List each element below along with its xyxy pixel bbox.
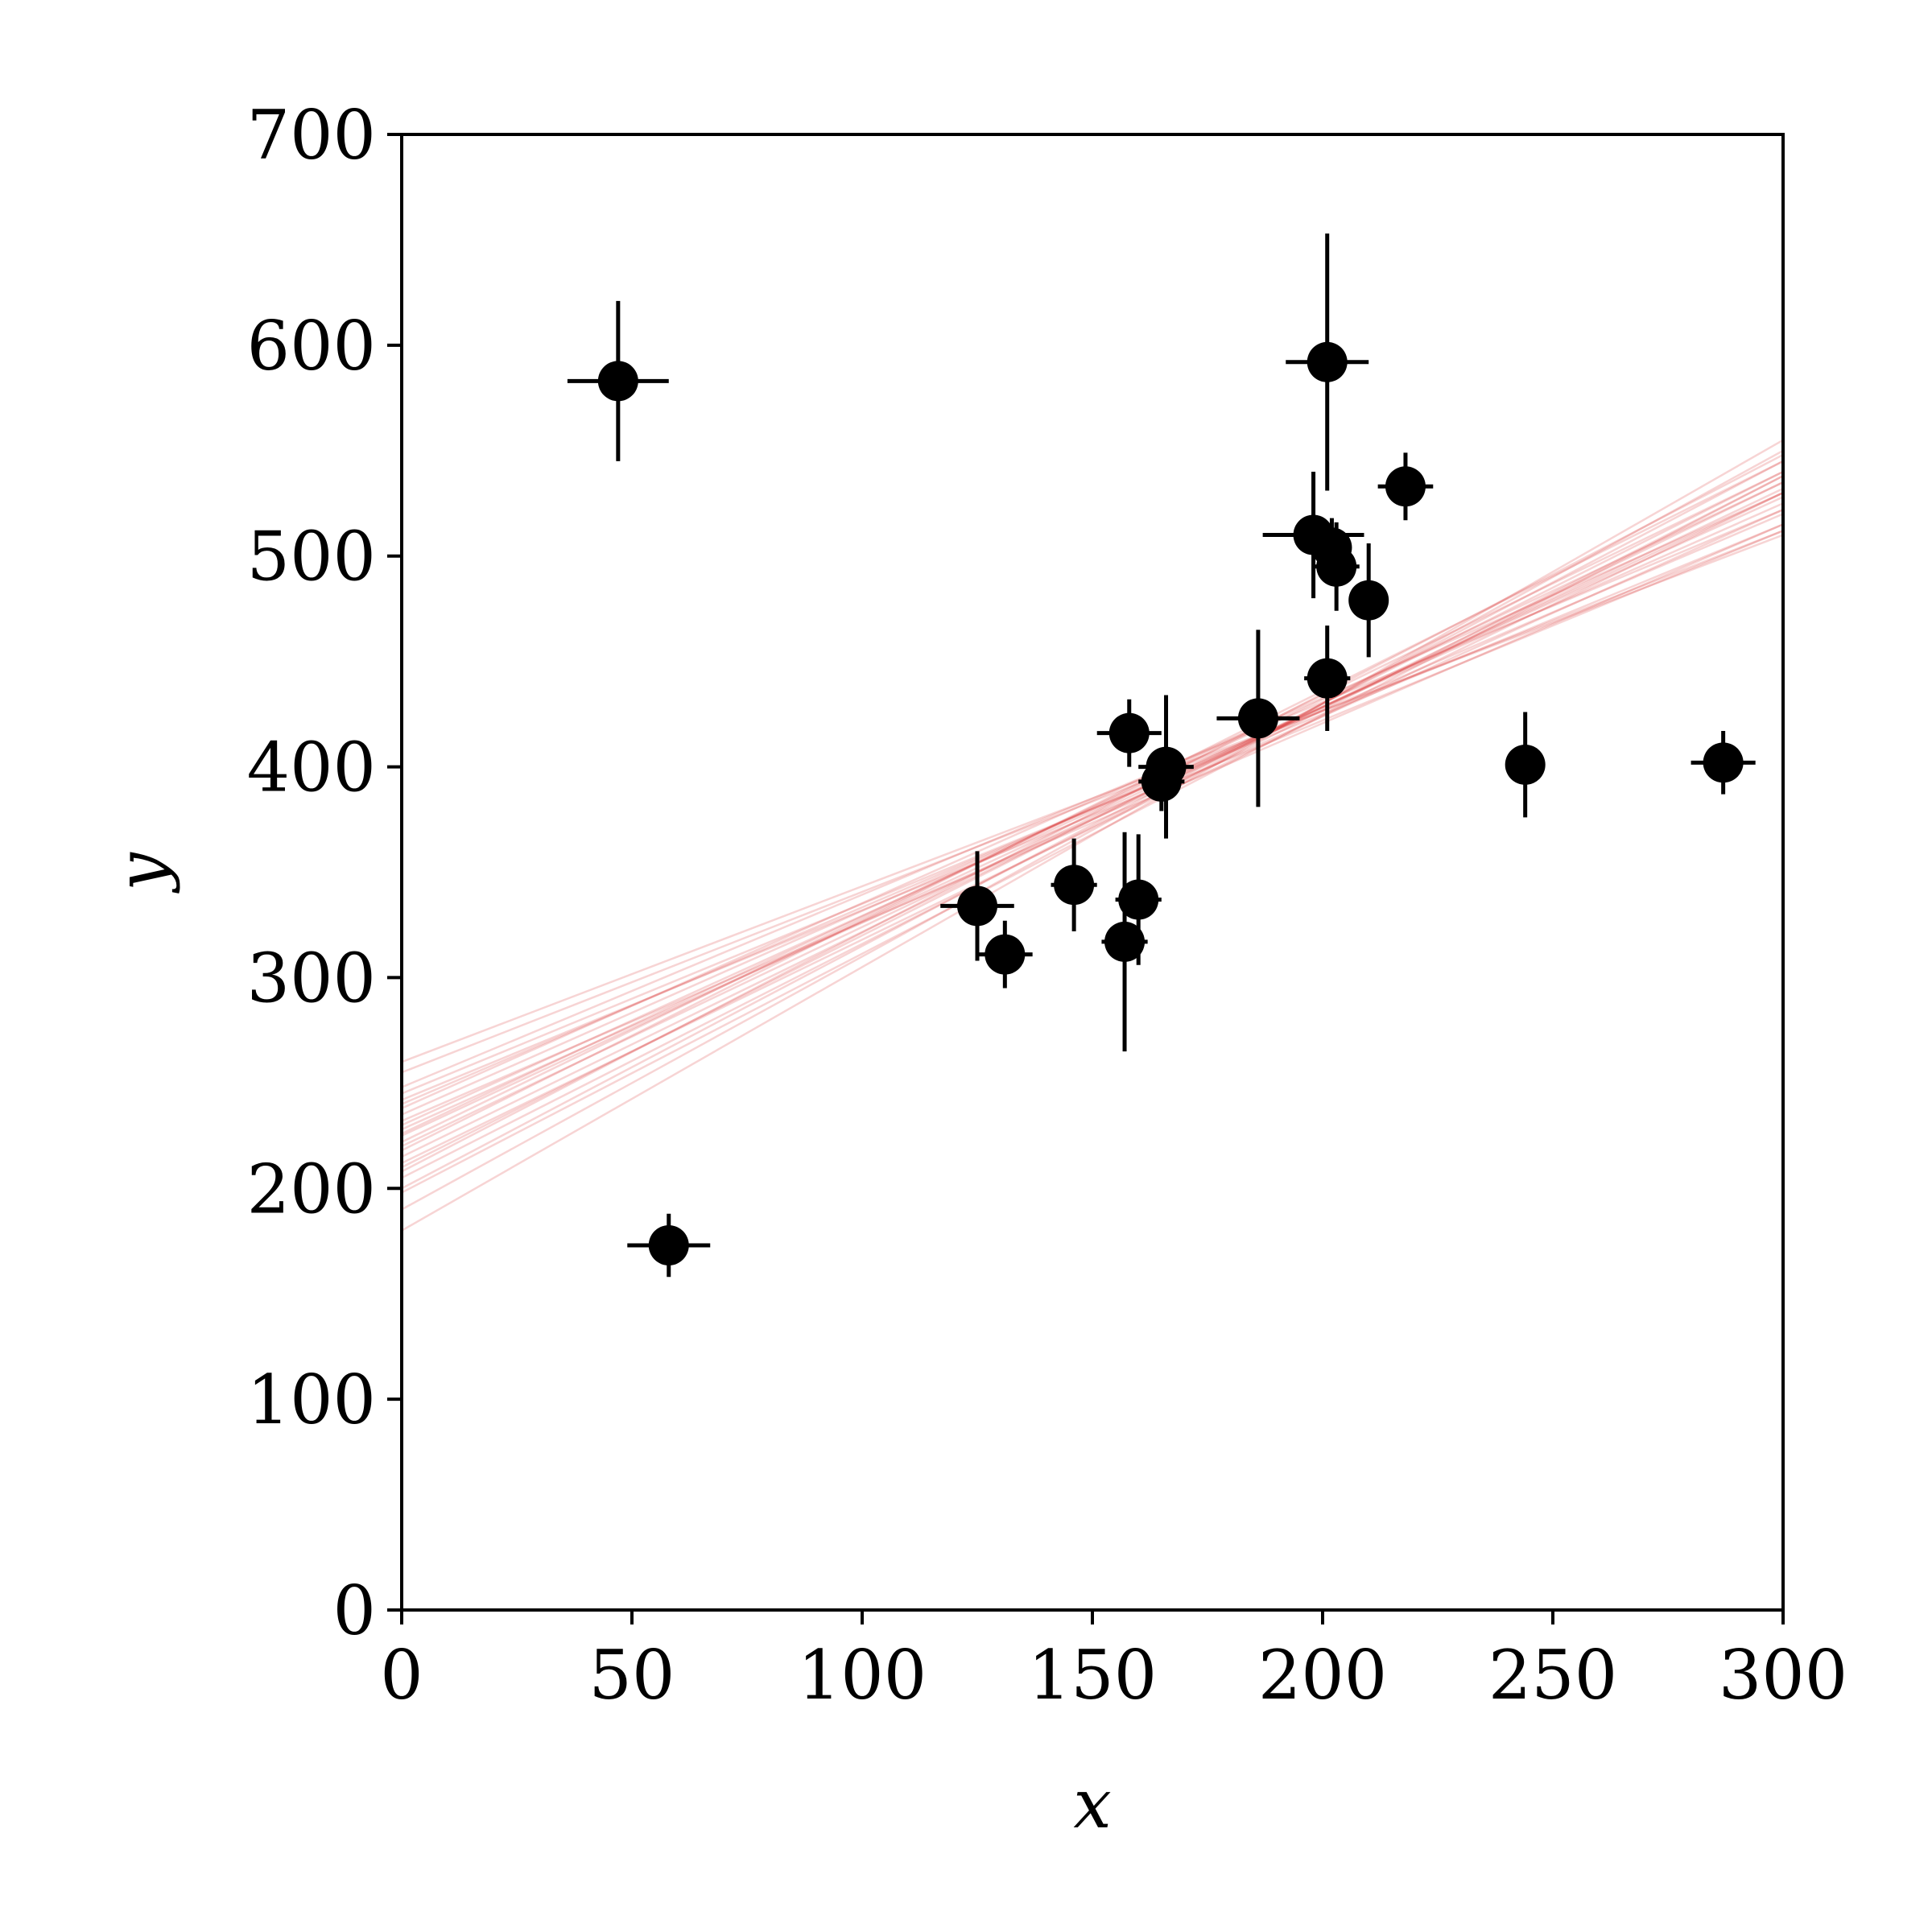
fit-line xyxy=(402,475,1783,1194)
x-tick-label: 300 xyxy=(1719,1636,1847,1715)
y-tick-label: 0 xyxy=(333,1571,376,1650)
y-tick-label: 700 xyxy=(247,96,376,175)
fit-lines xyxy=(402,439,1783,1232)
fit-line xyxy=(402,523,1783,1122)
point xyxy=(1104,921,1146,962)
fit-line xyxy=(402,460,1783,1190)
x-tick-label: 50 xyxy=(589,1636,675,1715)
fit-line xyxy=(402,475,1783,1179)
point xyxy=(1118,879,1159,920)
point xyxy=(1703,742,1744,783)
point xyxy=(648,1224,689,1265)
point xyxy=(1505,744,1546,785)
y-axis-label: y xyxy=(102,852,181,894)
fit-line xyxy=(402,492,1783,1164)
fit-line xyxy=(402,460,1783,1152)
fit-line xyxy=(402,470,1783,1143)
fit-line xyxy=(402,492,1783,1137)
point xyxy=(1293,514,1334,555)
fit-line xyxy=(402,534,1783,1063)
fit-line xyxy=(402,449,1783,1211)
point xyxy=(957,886,997,927)
point xyxy=(985,934,1026,975)
point xyxy=(1307,341,1348,382)
point xyxy=(597,361,638,402)
fit-line xyxy=(402,481,1783,1135)
y-tick-label: 400 xyxy=(247,729,376,807)
x-tick-label: 0 xyxy=(380,1636,423,1715)
y-tick-label: 100 xyxy=(247,1360,376,1439)
y-tick-label: 600 xyxy=(247,307,376,386)
point xyxy=(1146,746,1187,787)
x-tick-label: 100 xyxy=(798,1636,927,1715)
fit-line xyxy=(402,481,1783,1158)
x-tick-label: 200 xyxy=(1258,1636,1387,1715)
fit-line xyxy=(402,523,1783,1095)
points xyxy=(567,233,1756,1278)
x-axis-label: x xyxy=(1073,1765,1111,1843)
fit-line xyxy=(402,470,1783,1169)
x-tick-label: 150 xyxy=(1028,1636,1157,1715)
fit-line xyxy=(402,530,1783,1074)
fit-line xyxy=(402,508,1783,1088)
y-tick-label: 300 xyxy=(247,939,376,1018)
fit-line xyxy=(402,487,1783,1148)
y-tick-label: 200 xyxy=(247,1150,376,1228)
point xyxy=(1054,865,1095,906)
x-tick-label: 250 xyxy=(1488,1636,1617,1715)
point xyxy=(1307,658,1348,699)
point xyxy=(1237,698,1278,739)
fit-line xyxy=(402,439,1783,1232)
point xyxy=(1108,712,1150,753)
fit-line xyxy=(402,502,1783,1116)
fit-line xyxy=(402,496,1783,1126)
y-tick-label: 500 xyxy=(247,518,376,597)
point xyxy=(1348,580,1389,621)
fit-line xyxy=(402,492,1783,1109)
axes: 0 50 100 150 200 250 300 0 100 200 300 400 500 600 700 xyxy=(247,96,1848,1715)
point xyxy=(1385,466,1426,507)
fit-line xyxy=(402,453,1783,1173)
plot-frame xyxy=(400,133,1785,1612)
fit-line xyxy=(402,508,1783,1131)
fit-line xyxy=(402,530,1783,1101)
fit-line xyxy=(402,513,1783,1105)
